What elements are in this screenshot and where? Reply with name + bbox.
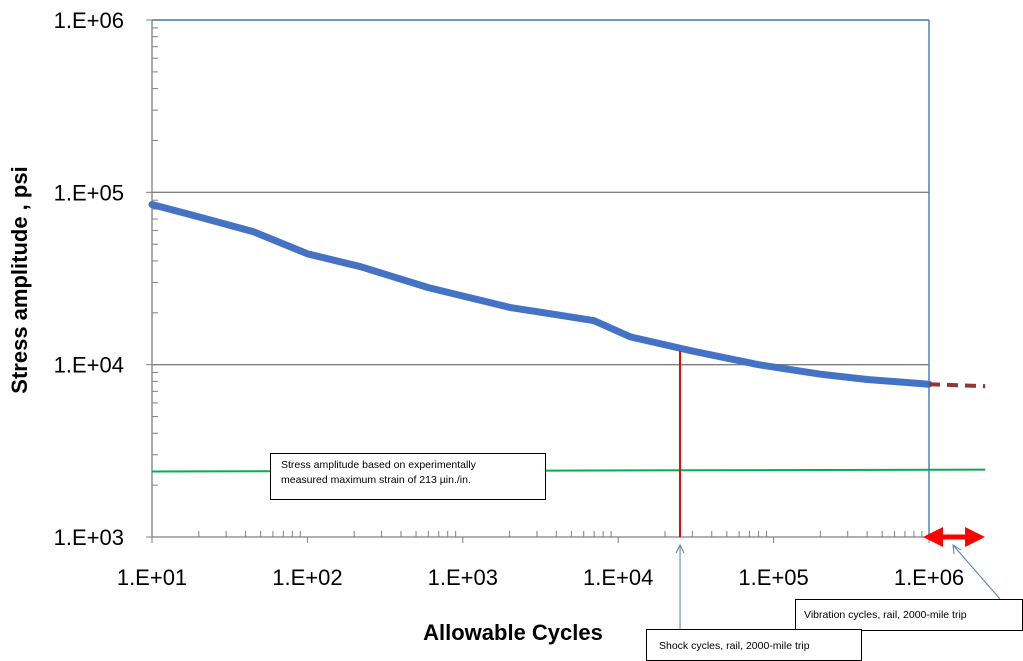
callout-vibration-note: Vibration cycles, rail, 2000-mile trip xyxy=(795,599,1023,631)
callout-pointers xyxy=(675,543,1001,629)
pointer-vibration xyxy=(952,544,1001,600)
pointer-vibration-arrowhead xyxy=(952,544,962,555)
callout-shock-note: Shock cycles, rail, 2000-mile trip xyxy=(646,629,862,661)
tick-labels: 1.E+03 1.E+04 1.E+05 1.E+06 1.E+01 1.E+02 1.E+… xyxy=(54,8,965,590)
minor-ticks xyxy=(146,19,930,543)
y-tick-label: 1.E+03 xyxy=(54,525,124,550)
x-tick-label: 1.E+01 xyxy=(117,565,187,590)
series-fatigue-curve xyxy=(148,201,933,388)
y-axis-title: Stress amplitude , psi xyxy=(7,166,32,393)
x-tick-label: 1.E+02 xyxy=(272,565,342,590)
x-tick-label: 1.E+05 xyxy=(738,565,808,590)
x-tick-label: 1.E+03 xyxy=(428,565,498,590)
y-tick-label: 1.E+05 xyxy=(54,180,124,205)
pointer-shock-arrowhead xyxy=(675,543,685,554)
callout-strain-line-1: Stress amplitude based on experimentally xyxy=(281,459,476,471)
y-tick-label: 1.E+06 xyxy=(54,8,124,33)
callout-strain-line-2: measured maximum strain of 213 µin./in. xyxy=(281,474,471,487)
series-fatigue-curve-extrapolated xyxy=(928,382,986,389)
plot-frame xyxy=(151,19,930,537)
x-tick-label: 1.E+04 xyxy=(583,565,653,590)
x-axis-title: Allowable Cycles xyxy=(423,620,603,645)
y-tick-label: 1.E+04 xyxy=(54,353,124,378)
callout-strain-note: Stress amplitude based on experimentally… xyxy=(270,453,546,500)
x-tick-label: 1.E+06 xyxy=(894,565,964,590)
